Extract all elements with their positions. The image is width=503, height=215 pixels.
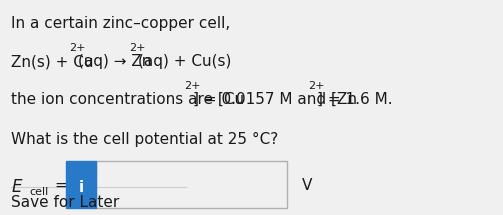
Text: (aq) + Cu(s): (aq) + Cu(s) xyxy=(138,54,232,69)
Text: cell: cell xyxy=(29,187,48,197)
Text: 2+: 2+ xyxy=(69,43,86,54)
Text: $E$: $E$ xyxy=(12,178,24,196)
Text: ] = 0.0157 M and [Zn: ] = 0.0157 M and [Zn xyxy=(193,92,357,107)
Text: What is the cell potential at 25 °C?: What is the cell potential at 25 °C? xyxy=(12,132,279,147)
Text: 2+: 2+ xyxy=(184,81,201,91)
Text: Zn(s) + Cu: Zn(s) + Cu xyxy=(12,54,94,69)
FancyBboxPatch shape xyxy=(66,161,97,208)
Text: (aq) → Zn: (aq) → Zn xyxy=(78,54,151,69)
Text: In a certain zinc–copper cell,: In a certain zinc–copper cell, xyxy=(12,16,231,31)
Text: i: i xyxy=(79,180,84,195)
Text: 2+: 2+ xyxy=(129,43,146,54)
Text: the ion concentrations are [Cu: the ion concentrations are [Cu xyxy=(12,92,244,107)
Text: =: = xyxy=(54,178,67,193)
Text: Save for Later: Save for Later xyxy=(12,195,120,210)
FancyBboxPatch shape xyxy=(97,161,287,208)
Text: V: V xyxy=(301,178,312,193)
Text: ] = 1.6 M.: ] = 1.6 M. xyxy=(316,92,392,107)
Text: 2+: 2+ xyxy=(308,81,324,91)
